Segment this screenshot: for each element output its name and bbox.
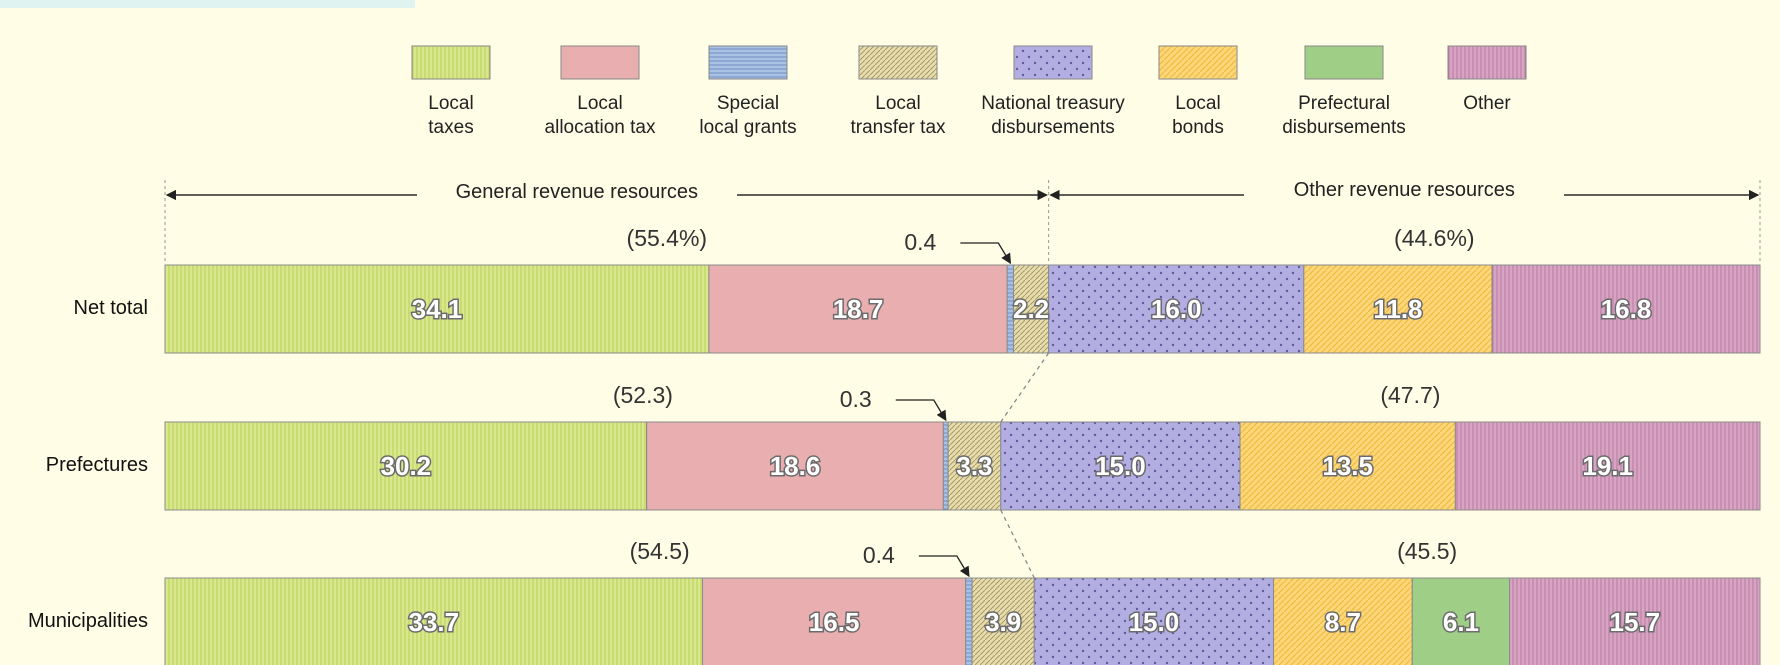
bar-value-label: 3.3: [956, 451, 992, 481]
legend-label-line: bonds: [1172, 117, 1224, 138]
legend-label-line: Special: [716, 93, 780, 114]
legend-swatch-prefectural-disbursements: [1304, 45, 1384, 80]
legend-swatch-local-taxes: [411, 45, 491, 80]
bar-prefectures-other: [1454, 421, 1761, 511]
legend-label-local-allocation-tax: Local allocation tax: [510, 92, 690, 140]
legend-label-local-transfer-tax: Local transfer tax: [808, 92, 988, 140]
bar-net-total-other: [1491, 264, 1761, 354]
connector-dashed: [1000, 509, 1035, 579]
bar-municipalities-prefectural-disbursements: [1411, 577, 1511, 665]
connector-dashed: [1000, 352, 1050, 423]
bar-net-total-national-treasury-disbursements: [1048, 264, 1305, 354]
bar-prefectures-local-allocation-tax: [646, 421, 944, 511]
share-label-other-revenue-resources: (44.6%): [1394, 225, 1475, 251]
row-label-municipalities: Municipalities: [27, 610, 148, 632]
legend-label-local-bonds: Local bonds: [1108, 92, 1288, 140]
legend-label-other: Other: [1397, 92, 1577, 116]
legend-label-line: taxes: [428, 117, 474, 138]
legend-label-prefectural-disbursements: Prefectural disbursements: [1254, 92, 1434, 140]
legend-label-line: local grants: [699, 117, 797, 138]
callout-value: 0.3: [839, 386, 872, 412]
bar-net-total-local-allocation-tax: [708, 264, 1008, 354]
legend-label-line: Local: [577, 93, 623, 114]
bar-value-label: 16.8: [1601, 294, 1652, 324]
bar-value-label: 13.5: [1322, 451, 1373, 481]
bar-municipalities-other: [1509, 577, 1761, 665]
bar-net-total-local-taxes: [164, 264, 710, 354]
bar-value-label: 18.6: [770, 451, 821, 481]
bar-value-label: 33.7: [408, 607, 459, 637]
bar-net-total-local-bonds: [1303, 264, 1493, 354]
row-label-net-total: Net total: [73, 297, 148, 319]
legend-label-line: Local: [1175, 93, 1221, 114]
legend-label-special-local-grants: Special local grants: [658, 92, 838, 140]
bar-value-label: 15.0: [1129, 607, 1180, 637]
bar-value-label: 16.0: [1151, 294, 1202, 324]
bar-municipalities-local-bonds: [1273, 577, 1413, 665]
bar-prefectures-local-bonds: [1239, 421, 1456, 511]
legend-label-line: Prefectural: [1298, 93, 1390, 114]
legend-label-line: Local: [428, 93, 474, 114]
bar-value-label: 11.8: [1373, 294, 1422, 324]
legend-label-line: disbursements: [991, 117, 1115, 138]
legend-swatch-local-bonds: [1158, 45, 1238, 80]
row-label-prefectures: Prefectures: [45, 454, 148, 476]
legend-label-line: transfer tax: [850, 117, 946, 138]
legend-label-line: National treasury: [981, 93, 1125, 114]
bar-value-label: 8.7: [1325, 607, 1361, 637]
bar-municipalities-special-local-grants: [965, 577, 973, 665]
bar-value-label: 2.2: [1013, 294, 1049, 324]
bar-value-label: 16.5: [809, 607, 860, 637]
bar-net-total-local-transfer-tax: [1013, 264, 1050, 354]
bar-municipalities-local-taxes: [164, 577, 704, 665]
group-label-general-revenue-resources: General revenue resources: [416, 181, 737, 204]
legend-label-line: Local: [875, 93, 921, 114]
bar-value-label: 18.7: [833, 294, 884, 324]
share-label-general-revenue-resources: (55.4%): [626, 225, 708, 251]
bar-prefectures-local-taxes: [164, 421, 648, 511]
group-label-other-revenue-resources: Other revenue resources: [1244, 179, 1565, 202]
bar-municipalities-local-allocation-tax: [702, 577, 967, 665]
bar-value-label: 34.1: [412, 294, 463, 324]
callout-value: 0.4: [904, 229, 937, 255]
bar-value-label: 15.7: [1609, 607, 1660, 637]
bar-municipalities-national-treasury-disbursements: [1033, 577, 1275, 665]
legend-label-line: allocation tax: [544, 117, 656, 138]
bar-prefectures-national-treasury-disbursements: [1000, 421, 1241, 511]
share-label-other-revenue-resources: (45.5): [1397, 538, 1458, 564]
legend-swatch-local-transfer-tax: [858, 45, 938, 80]
share-label-other-revenue-resources: (47.7): [1380, 382, 1441, 408]
share-label-general-revenue-resources: (54.5): [629, 538, 690, 564]
callout-value: 0.4: [862, 542, 895, 568]
bar-prefectures-local-transfer-tax: [947, 421, 1002, 511]
bar-value-label: 3.9: [985, 607, 1021, 637]
legend-swatch-local-allocation-tax: [560, 45, 640, 80]
legend-label-local-taxes: Local taxes: [361, 92, 541, 140]
legend-label-line: disbursements: [1282, 117, 1406, 138]
bar-prefectures-special-local-grants: [942, 421, 949, 511]
legend-swatch-special-local-grants: [708, 45, 788, 80]
legend-swatch-other: [1447, 45, 1527, 80]
bar-value-label: 6.1: [1443, 607, 1479, 637]
bar-municipalities-local-transfer-tax: [971, 577, 1035, 665]
bar-value-label: 15.0: [1095, 451, 1146, 481]
callout-leader: [895, 399, 947, 422]
bar-value-label: 30.2: [381, 451, 432, 481]
legend-label-line: Other: [1463, 93, 1511, 114]
legend-label-national-treasury-disbursements: National treasury disbursements: [963, 92, 1143, 140]
bar-value-label: 19.1: [1582, 451, 1633, 481]
corner-accent: [0, 0, 415, 8]
legend-swatch-national-treasury-disbursements: [1013, 45, 1093, 80]
share-label-general-revenue-resources: (52.3): [612, 382, 673, 408]
callout-leader: [918, 555, 970, 578]
callout-leader: [960, 242, 1012, 265]
